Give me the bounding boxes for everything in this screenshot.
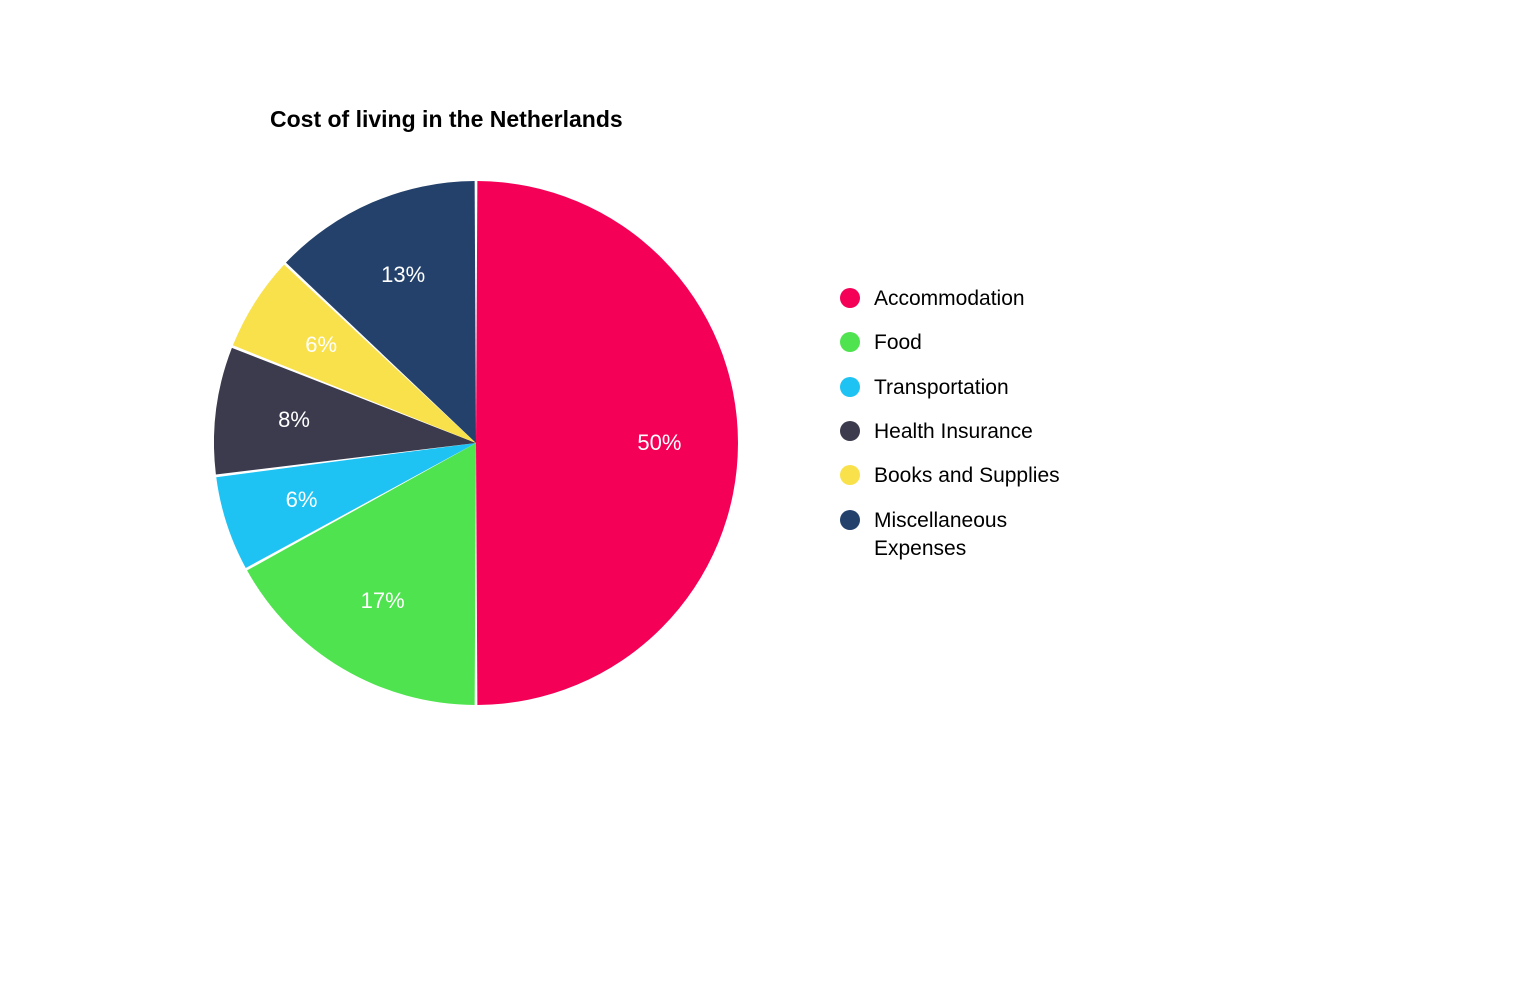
pie-slice-label: 13%: [381, 262, 425, 288]
legend-label: Food: [874, 329, 922, 357]
chart-container: Cost of living in the Netherlands 50% 17%…: [0, 0, 1536, 1000]
legend-item: Books and Supplies: [840, 462, 1074, 490]
legend-swatch: [840, 421, 860, 441]
legend-item: Accommodation: [840, 285, 1074, 313]
legend-swatch: [840, 332, 860, 352]
legend-swatch: [840, 465, 860, 485]
pie-slice: [476, 181, 738, 705]
legend-label: Books and Supplies: [874, 462, 1060, 490]
legend-item: Transportation: [840, 374, 1074, 402]
legend-label: Health Insurance: [874, 418, 1033, 446]
legend-item: Miscellaneous Expenses: [840, 507, 1074, 564]
pie-slice-label: 17%: [361, 588, 405, 614]
legend-label: Accommodation: [874, 285, 1025, 313]
legend-swatch: [840, 510, 860, 530]
legend-label: Transportation: [874, 374, 1009, 402]
pie-chart: 50% 17% 6% 8% 6% 13%: [214, 181, 738, 705]
pie-slice-label: 50%: [637, 430, 681, 456]
pie-slice-label: 8%: [278, 407, 310, 433]
legend-label: Miscellaneous Expenses: [874, 507, 1074, 564]
legend-item: Health Insurance: [840, 418, 1074, 446]
pie-slice-label: 6%: [286, 487, 318, 513]
legend: Accommodation Food Transportation Health In…: [840, 285, 1074, 579]
legend-swatch: [840, 377, 860, 397]
pie-slice-label: 6%: [305, 332, 337, 358]
chart-title: Cost of living in the Netherlands: [270, 106, 623, 133]
legend-item: Food: [840, 329, 1074, 357]
legend-swatch: [840, 288, 860, 308]
